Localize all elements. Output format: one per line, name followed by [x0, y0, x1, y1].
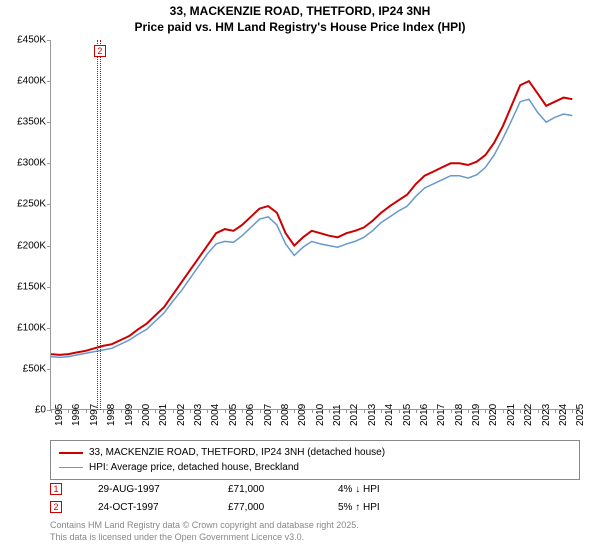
x-axis-label: 1998 [106, 404, 117, 426]
chart-lines [51, 40, 581, 410]
y-axis-label: £0 [6, 405, 46, 416]
sale-date: 24-OCT-1997 [98, 502, 198, 513]
sale-marker-line [100, 40, 101, 410]
x-axis-label: 2010 [315, 404, 326, 426]
x-axis-label: 2019 [471, 404, 482, 426]
legend-label: HPI: Average price, detached house, Brec… [89, 462, 299, 473]
x-axis-label: 2025 [575, 404, 586, 426]
x-axis-label: 2015 [402, 404, 413, 426]
sale-marker-box: 2 [94, 45, 106, 57]
x-axis-label: 2005 [228, 404, 239, 426]
x-axis-label: 2002 [176, 404, 187, 426]
x-axis-label: 2004 [210, 404, 221, 426]
legend-item: 33, MACKENZIE ROAD, THETFORD, IP24 3NH (… [59, 445, 571, 460]
x-axis-label: 2007 [263, 404, 274, 426]
y-axis-label: £400K [6, 76, 46, 87]
sale-delta: 5% ↑ HPI [338, 502, 380, 513]
y-axis-label: £250K [6, 199, 46, 210]
x-axis-label: 2023 [541, 404, 552, 426]
sales-list: 1 29-AUG-1997 £71,000 4% ↓ HPI 2 24-OCT-1997 £… [50, 480, 580, 516]
sale-marker-icon: 2 [50, 501, 62, 513]
x-axis-label: 2017 [436, 404, 447, 426]
x-axis-label: 2021 [506, 404, 517, 426]
sale-marker-line [97, 40, 98, 410]
footer-line1: Contains HM Land Registry data © Crown c… [50, 520, 580, 532]
x-axis-label: 2006 [245, 404, 256, 426]
x-axis-label: 2003 [193, 404, 204, 426]
sale-delta: 4% ↓ HPI [338, 484, 380, 495]
legend: 33, MACKENZIE ROAD, THETFORD, IP24 3NH (… [50, 440, 580, 480]
title-line2: Price paid vs. HM Land Registry's House … [0, 20, 600, 36]
x-axis-label: 2014 [384, 404, 395, 426]
y-axis-label: £100K [6, 322, 46, 333]
legend-swatch [59, 452, 83, 454]
chart-container: 33, MACKENZIE ROAD, THETFORD, IP24 3NH P… [0, 0, 600, 560]
x-axis-label: 2013 [367, 404, 378, 426]
x-axis-label: 2022 [523, 404, 534, 426]
y-axis-label: £300K [6, 158, 46, 169]
legend-label: 33, MACKENZIE ROAD, THETFORD, IP24 3NH (… [89, 447, 385, 458]
sale-row: 2 24-OCT-1997 £77,000 5% ↑ HPI [50, 498, 580, 516]
x-axis-label: 2016 [419, 404, 430, 426]
x-axis-label: 2001 [158, 404, 169, 426]
x-axis-label: 1996 [71, 404, 82, 426]
y-axis-label: £50K [6, 363, 46, 374]
x-axis-label: 2024 [558, 404, 569, 426]
series-hpi [51, 99, 572, 357]
y-axis-label: £150K [6, 281, 46, 292]
title-line1: 33, MACKENZIE ROAD, THETFORD, IP24 3NH [0, 4, 600, 20]
sale-marker-icon: 1 [50, 483, 62, 495]
sale-price: £71,000 [228, 484, 308, 495]
x-axis-label: 2020 [488, 404, 499, 426]
x-axis-label: 2008 [280, 404, 291, 426]
x-axis-label: 2011 [332, 404, 343, 426]
x-axis-label: 1995 [54, 404, 65, 426]
footer-attribution: Contains HM Land Registry data © Crown c… [50, 520, 580, 543]
x-axis-label: 2012 [349, 404, 360, 426]
x-axis-label: 2000 [141, 404, 152, 426]
plot-region: £0£50K£100K£150K£200K£250K£300K£350K£400… [50, 40, 580, 410]
footer-line2: This data is licensed under the Open Gov… [50, 532, 580, 544]
chart-title: 33, MACKENZIE ROAD, THETFORD, IP24 3NH P… [0, 0, 600, 35]
x-axis-label: 2009 [297, 404, 308, 426]
legend-swatch [59, 467, 83, 469]
chart-area: £0£50K£100K£150K£200K£250K£300K£350K£400… [50, 40, 580, 410]
sale-date: 29-AUG-1997 [98, 484, 198, 495]
sale-price: £77,000 [228, 502, 308, 513]
y-axis-label: £200K [6, 240, 46, 251]
x-axis-label: 2018 [454, 404, 465, 426]
legend-item: HPI: Average price, detached house, Brec… [59, 460, 571, 475]
y-axis-label: £450K [6, 35, 46, 46]
x-axis-label: 1999 [124, 404, 135, 426]
y-axis-label: £350K [6, 117, 46, 128]
series-price_paid [51, 81, 572, 355]
sale-row: 1 29-AUG-1997 £71,000 4% ↓ HPI [50, 480, 580, 498]
